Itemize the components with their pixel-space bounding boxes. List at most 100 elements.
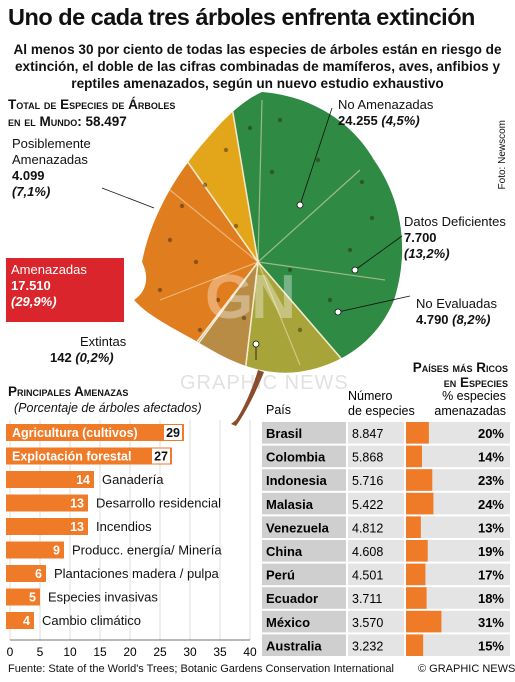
leaf-vein bbox=[257, 169, 361, 263]
country-species: 5.868 bbox=[352, 451, 383, 465]
country-species: 3.570 bbox=[352, 616, 383, 630]
country-name: Brasil bbox=[266, 426, 302, 441]
threat-category-label: Agricultura (cultivos) bbox=[12, 426, 138, 440]
country-pct-cell bbox=[406, 587, 510, 609]
page-title: Uno de cada tres árboles enfrenta extinc… bbox=[8, 4, 475, 30]
threat-value-label: 29 bbox=[166, 426, 180, 440]
country-species-cell bbox=[348, 516, 404, 538]
threat-bar bbox=[6, 565, 46, 582]
label-extintas: Extintas 142 (0,2%) bbox=[50, 334, 127, 365]
country-name-cell bbox=[262, 610, 346, 633]
label-datos-deficientes: Datos Deficientes 7.700 (13,2%) bbox=[404, 214, 506, 261]
label-amenazadas: Amenazadas 17.510 (29,9%) bbox=[6, 258, 124, 322]
country-name: Perú bbox=[266, 568, 295, 583]
country-pct-bar bbox=[406, 469, 433, 491]
threat-value-label: 5 bbox=[29, 591, 36, 605]
threat-value-label: 6 bbox=[35, 567, 42, 581]
country-species-cell bbox=[348, 634, 404, 656]
leaf-spot bbox=[277, 117, 283, 123]
country-pct-bar bbox=[406, 445, 422, 468]
leaf-spot bbox=[197, 327, 203, 333]
threats-bar-chart: 0 5 10 15 20 25 30 35 40 29 Agricultura (cultivos)… bbox=[6, 420, 257, 659]
leaf-spot bbox=[297, 327, 303, 333]
page-subtitle: Al menos 30 por ciento de todas las espe… bbox=[13, 42, 502, 91]
country-name: Australia bbox=[266, 638, 322, 653]
country-species: 5.422 bbox=[352, 498, 383, 512]
threats-axis-tick: 15 bbox=[93, 645, 107, 659]
total-species-label: Total de Especies de Árboles en el Mundo… bbox=[8, 97, 176, 129]
pointer-line-datos-deficientes bbox=[354, 235, 403, 271]
country-pct: 13% bbox=[478, 520, 504, 535]
country-pct-bar bbox=[406, 610, 442, 633]
threat-value-bg bbox=[152, 448, 170, 464]
leaf-slice-1 bbox=[233, 260, 390, 373]
country-species: 3.711 bbox=[352, 592, 382, 606]
threat-category-label: Producc. energía/ Minería bbox=[72, 543, 222, 558]
label-posiblemente-amenazadas: Posiblemente Amenazadas 4.099 (7,1%) bbox=[12, 136, 91, 199]
graphic-credit: © GRAPHIC NEWS bbox=[418, 663, 515, 675]
country-pct-bar bbox=[406, 634, 424, 656]
country-pct-bar bbox=[406, 516, 421, 538]
pointer-dot-no-amenazadas bbox=[296, 201, 304, 209]
countries-col-species: Número bbox=[348, 389, 393, 403]
country-species: 8.847 bbox=[352, 427, 383, 441]
leaf-spot bbox=[215, 297, 221, 303]
country-pct: 19% bbox=[478, 544, 504, 559]
country-name-cell bbox=[262, 540, 346, 562]
pointer-line-no-evaluadas bbox=[337, 295, 411, 313]
leaf-spot bbox=[223, 147, 229, 153]
country-name-cell bbox=[262, 445, 346, 468]
source-note: Fuente: State of the World's Trees; Bota… bbox=[8, 663, 394, 675]
country-species: 4.501 bbox=[352, 569, 383, 583]
country-pct: 15% bbox=[478, 638, 504, 653]
leaf-spot bbox=[269, 169, 275, 175]
threats-axis-tick: 20 bbox=[123, 645, 137, 659]
threat-category-label: Ganadería bbox=[102, 472, 164, 487]
country-name: Venezuela bbox=[266, 520, 330, 535]
leaf-spot bbox=[193, 259, 199, 265]
country-name: Malasia bbox=[266, 497, 314, 512]
leaf-vein bbox=[257, 261, 301, 366]
country-pct: 31% bbox=[478, 615, 504, 630]
leaf-spot bbox=[233, 223, 239, 229]
leaf-spot bbox=[327, 297, 333, 303]
threats-axis-tick: 5 bbox=[37, 645, 44, 659]
threat-bar bbox=[6, 471, 94, 488]
country-name-cell bbox=[262, 563, 346, 586]
threats-axis-tick: 30 bbox=[183, 645, 197, 659]
label-no-amenazadas: No Amenazadas 24.255 (4,5%) bbox=[338, 97, 434, 128]
country-species-cell bbox=[348, 422, 404, 444]
country-species-cell bbox=[348, 610, 404, 633]
country-name: Ecuador bbox=[266, 591, 318, 606]
pointer-dot-extintas bbox=[252, 340, 260, 348]
country-pct-bar bbox=[406, 540, 428, 562]
threat-category-label: Desarrollo residencial bbox=[96, 496, 221, 511]
country-name-cell bbox=[262, 516, 346, 538]
country-species-cell bbox=[348, 445, 404, 468]
country-pct-bar bbox=[406, 563, 426, 586]
pointer-line-no-amenazadas bbox=[299, 107, 333, 206]
country-pct: 18% bbox=[478, 591, 504, 606]
threats-axis-tick: 25 bbox=[153, 645, 167, 659]
leaf-spot bbox=[247, 125, 253, 131]
country-pct-cell bbox=[406, 540, 510, 562]
leaf-vein bbox=[257, 99, 263, 263]
country-species-cell bbox=[348, 469, 404, 491]
country-name-cell bbox=[262, 634, 346, 656]
threats-axis-tick: 0 bbox=[7, 645, 14, 659]
leaf-spot bbox=[369, 215, 375, 221]
country-pct: 23% bbox=[478, 473, 504, 488]
threat-bar bbox=[6, 612, 34, 629]
threats-axis-tick: 35 bbox=[213, 645, 227, 659]
country-name-cell bbox=[262, 422, 346, 444]
leaf-spot bbox=[167, 237, 173, 243]
country-pct-bar bbox=[406, 492, 434, 515]
threat-value-label: 13 bbox=[70, 520, 84, 534]
threat-value-label: 9 bbox=[53, 544, 60, 558]
country-species-cell bbox=[348, 540, 404, 562]
threat-bar bbox=[6, 541, 64, 559]
country-pct: 24% bbox=[478, 497, 504, 512]
threat-category-label: Especies invasivas bbox=[48, 590, 158, 605]
threat-value-label: 14 bbox=[76, 473, 90, 487]
